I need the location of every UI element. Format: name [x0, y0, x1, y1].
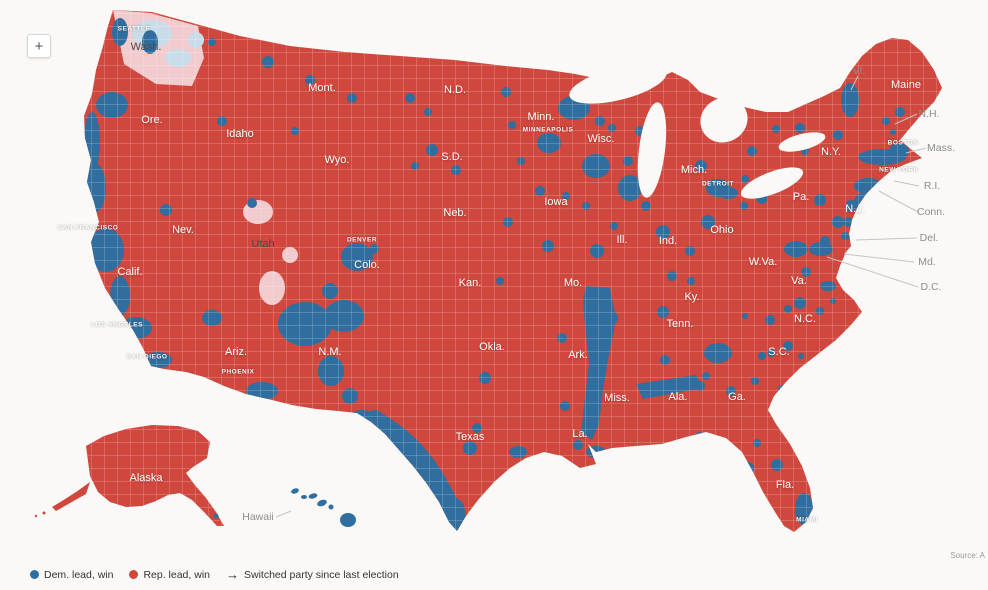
switched-legend-label: Switched party since last election — [244, 568, 399, 581]
legend: Dem. lead, win Rep. lead, win → Switched… — [30, 568, 399, 581]
source-credit: Source: A — [950, 551, 985, 560]
legend-item-switched: → Switched party since last election — [226, 568, 399, 581]
rep-color-swatch — [129, 570, 139, 579]
legend-item-rep: Rep. lead, win — [129, 569, 210, 581]
dem-color-swatch — [30, 570, 39, 579]
dem-legend-label: Dem. lead, win — [44, 568, 114, 581]
great-lakes — [569, 64, 826, 199]
rep-legend-label: Rep. lead, win — [143, 568, 210, 581]
leader-lines — [275, 75, 927, 518]
zoom-in-button[interactable]: + — [27, 34, 51, 58]
alaska-shape — [34, 425, 224, 526]
hawaii-islands — [291, 488, 356, 527]
legend-item-dem: Dem. lead, win — [30, 569, 113, 581]
switched-arrow-icon: → — [226, 567, 239, 582]
